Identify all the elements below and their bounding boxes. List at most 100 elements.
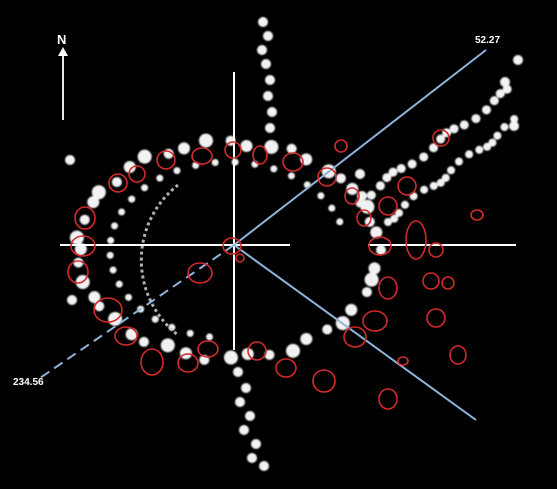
stone-dot	[447, 166, 456, 175]
stone-dot	[109, 266, 117, 274]
stone-dot	[264, 349, 275, 360]
stone-dot	[317, 192, 325, 200]
stone-dot	[65, 155, 75, 165]
marker-ring	[344, 187, 360, 205]
stone-dot	[138, 336, 149, 347]
stone-dot	[475, 145, 484, 154]
marker-ring	[224, 141, 242, 159]
stone-dot	[179, 347, 192, 360]
stone-dot	[263, 31, 273, 41]
marker-ring	[405, 220, 427, 260]
stone-dot	[375, 181, 385, 191]
stone-dot	[73, 257, 84, 268]
marker-ring	[275, 358, 297, 378]
stone-dot	[449, 124, 459, 134]
stone-dot	[239, 425, 249, 435]
stone-dot	[335, 173, 346, 184]
marker-ring	[114, 326, 138, 346]
north-label: N	[57, 32, 66, 47]
stone-dot	[436, 134, 446, 144]
marker-ring	[317, 167, 337, 187]
marker-ring	[191, 147, 213, 165]
stone-dot	[128, 195, 136, 203]
stone-dot	[247, 453, 257, 463]
azimuth-line-52	[233, 49, 487, 246]
marker-ring	[426, 308, 446, 328]
stone-dot	[111, 177, 122, 188]
stone-dot	[429, 143, 439, 153]
stone-dot	[454, 157, 463, 166]
marker-ring	[312, 369, 336, 393]
stone-dot	[482, 105, 492, 115]
marker-ring	[187, 262, 213, 284]
stone-dot	[322, 324, 333, 335]
stone-dot	[67, 295, 77, 305]
stone-dot	[88, 291, 101, 304]
stone-dot	[286, 143, 297, 154]
stone-dot	[107, 236, 115, 244]
stone-dot	[488, 138, 497, 147]
marker-ring	[70, 235, 96, 257]
marker-ring	[428, 242, 444, 258]
stone-dot	[388, 167, 398, 177]
stone-dot	[267, 107, 277, 117]
marker-ring	[235, 253, 245, 263]
stone-dot	[111, 222, 119, 230]
marker-rings	[67, 129, 484, 410]
stone-dot	[436, 178, 445, 187]
marker-ring	[128, 165, 146, 183]
marker-ring	[441, 276, 455, 290]
stone-dot	[231, 158, 239, 166]
stone-dot	[123, 161, 136, 174]
marker-ring	[108, 173, 128, 193]
marker-ring	[343, 326, 367, 348]
marker-ring	[356, 209, 372, 227]
stone-dot	[509, 121, 519, 131]
stone-dot	[264, 139, 279, 154]
marker-ring	[93, 297, 123, 323]
stone-dot	[500, 123, 509, 132]
stone-dot	[87, 196, 100, 209]
stone-dot	[396, 163, 406, 173]
stone-dot	[471, 114, 481, 124]
stone-dot	[390, 214, 399, 223]
stone-dot	[79, 214, 90, 225]
stone-dot	[376, 245, 386, 255]
marker-ring	[177, 353, 199, 373]
stone-dot	[370, 226, 383, 239]
stone-dot	[384, 218, 392, 226]
stone-dot	[160, 338, 175, 353]
marker-ring	[197, 340, 219, 358]
marker-ring	[470, 209, 484, 221]
stone-dot	[419, 152, 429, 162]
stone-dot	[493, 131, 502, 140]
inner-ring-arc	[139, 183, 179, 337]
stone-dot	[223, 350, 238, 365]
stone-dot	[513, 55, 523, 65]
stone-dot	[198, 133, 213, 148]
marker-ring	[397, 176, 417, 196]
stone-dot	[500, 77, 510, 87]
stone-dot	[108, 311, 123, 326]
stone-dot	[251, 439, 261, 449]
marker-ring	[222, 237, 242, 255]
stone-dot	[328, 204, 336, 212]
marker-ring	[422, 272, 440, 290]
marker-ring	[378, 276, 398, 300]
stone-dot	[261, 59, 271, 69]
stone-dot	[345, 303, 358, 316]
stone-dot	[178, 142, 191, 155]
stone-dot	[395, 208, 404, 217]
north-arrow-icon	[58, 47, 68, 56]
stone-dot	[74, 243, 87, 256]
stone-dot	[368, 262, 381, 275]
stone-dot	[459, 120, 469, 130]
stone-dot	[106, 251, 114, 259]
stone-dot	[240, 139, 253, 152]
azimuth-label-lower: 234.56	[13, 377, 44, 388]
marker-ring	[252, 145, 268, 165]
stone-dot	[118, 208, 126, 216]
stone-dot	[211, 159, 219, 167]
stone-dot	[346, 182, 359, 195]
